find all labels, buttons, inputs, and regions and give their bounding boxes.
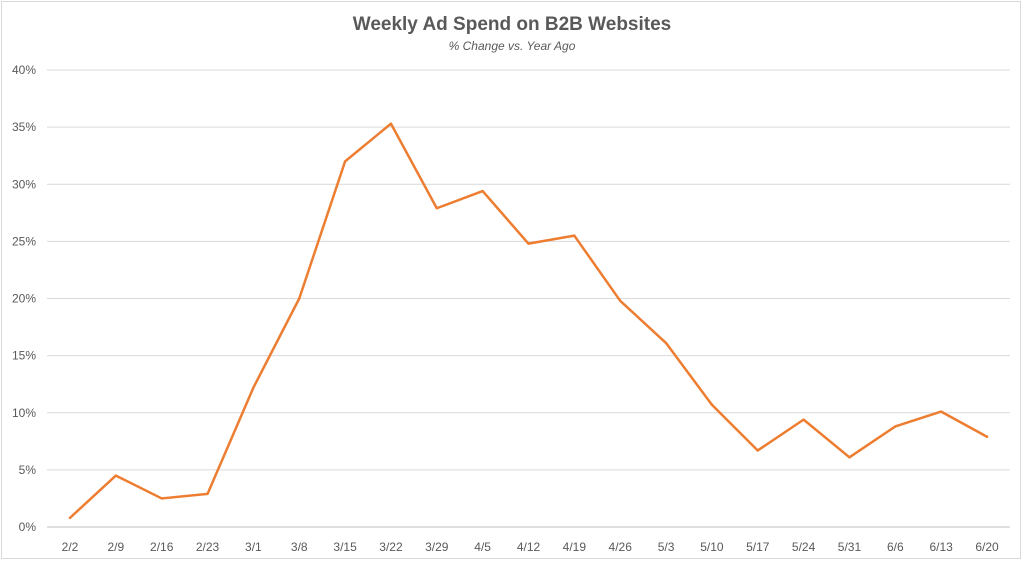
x-tick-label: 5/24	[792, 540, 816, 554]
data-point	[756, 449, 759, 452]
x-tick-label: 3/15	[333, 540, 357, 554]
x-tick-label: 5/3	[658, 540, 675, 554]
x-tick-label: 6/20	[975, 540, 999, 554]
data-point	[298, 297, 301, 300]
x-tick-label: 4/19	[563, 540, 587, 554]
data-point	[894, 425, 897, 428]
data-point	[435, 207, 438, 210]
x-tick-label: 2/23	[196, 540, 220, 554]
x-tick-label: 4/5	[474, 540, 491, 554]
x-tick-label: 5/10	[700, 540, 724, 554]
data-point	[160, 497, 163, 500]
data-point	[527, 242, 530, 245]
x-tick-label: 3/22	[379, 540, 403, 554]
x-tick-label: 3/1	[245, 540, 262, 554]
y-tick-label: 10%	[12, 406, 36, 420]
data-point	[619, 299, 622, 302]
series-line	[68, 122, 989, 520]
data-point	[985, 435, 989, 438]
data-point	[343, 160, 347, 163]
data-point	[481, 189, 484, 193]
data-point	[664, 341, 668, 345]
chart-title: Weekly Ad Spend on B2B Websites	[353, 14, 672, 35]
data-point	[848, 456, 851, 459]
x-tick-label: 5/17	[746, 540, 770, 554]
data-point	[114, 474, 118, 477]
data-point	[573, 234, 576, 237]
x-tick-label: 2/2	[62, 540, 79, 554]
y-tick-label: 25%	[12, 234, 36, 248]
x-tick-label: 2/9	[108, 540, 125, 554]
x-tick-label: 5/31	[838, 540, 862, 554]
x-tick-label: 3/8	[291, 540, 308, 554]
y-tick-label: 5%	[19, 463, 37, 477]
data-point	[206, 492, 209, 496]
y-tick-label: 15%	[12, 349, 36, 363]
x-tick-label: 4/26	[609, 540, 633, 554]
y-tick-label: 20%	[12, 292, 36, 306]
data-point	[68, 516, 72, 520]
x-tick-label: 2/16	[150, 540, 174, 554]
data-point	[389, 122, 393, 125]
data-point	[802, 418, 805, 421]
y-tick-label: 0%	[19, 520, 37, 534]
x-tick-label: 4/12	[517, 540, 541, 554]
x-tick-label: 3/29	[425, 540, 449, 554]
x-tick-label: 6/13	[929, 540, 953, 554]
data-point	[252, 386, 255, 389]
y-tick-label: 35%	[12, 120, 36, 134]
data-point	[939, 410, 943, 413]
y-tick-label: 40%	[12, 63, 36, 77]
x-tick-label: 6/6	[887, 540, 904, 554]
chart-subtitle: % Change vs. Year Ago	[449, 39, 576, 53]
data-point	[710, 403, 714, 406]
y-tick-label: 30%	[12, 177, 36, 191]
